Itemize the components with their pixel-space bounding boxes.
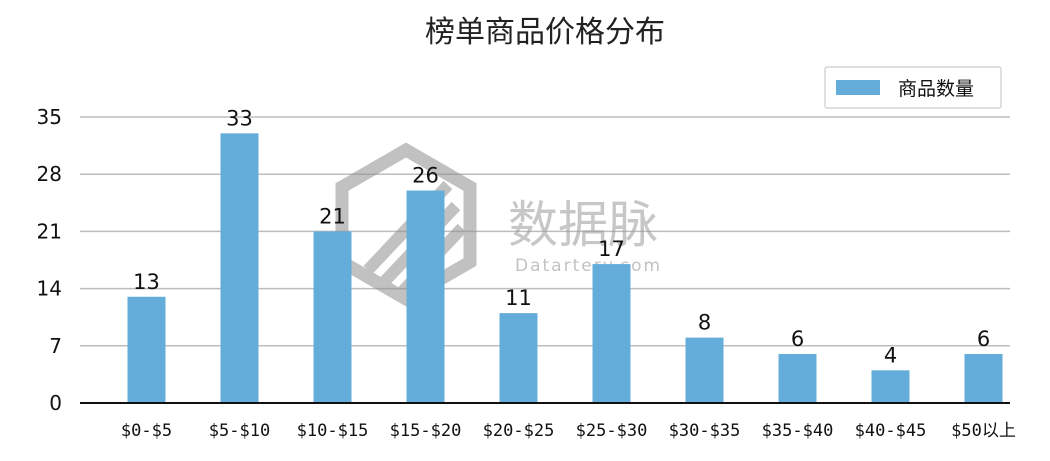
y-axis: 0 7 14 21 28 35 <box>37 105 62 415</box>
bar <box>220 133 259 404</box>
data-label: 26 <box>412 164 439 188</box>
bar <box>685 337 724 403</box>
data-label: 4 <box>884 343 897 367</box>
x-tick-label: $10-$15 <box>297 421 369 441</box>
bar <box>592 264 631 403</box>
data-labels: 13 33 21 26 11 17 8 6 4 6 <box>133 106 990 367</box>
x-tick-label: $25-$30 <box>576 421 648 441</box>
bar <box>127 296 166 403</box>
data-label: 33 <box>226 106 253 130</box>
data-label: 11 <box>505 286 532 310</box>
data-label: 8 <box>698 311 711 335</box>
x-tick-label: $0-$5 <box>121 421 172 441</box>
legend-box <box>824 66 1002 109</box>
y-tick-label: 14 <box>37 277 62 301</box>
bar <box>778 353 817 403</box>
y-tick-label: 7 <box>49 334 62 358</box>
data-label: 21 <box>319 204 346 228</box>
x-tick-label: $20-$25 <box>483 421 555 441</box>
y-tick-label: 21 <box>37 219 62 243</box>
x-tick-label: $50以上 <box>951 421 1016 441</box>
legend-swatch <box>836 80 880 95</box>
y-tick-label: 35 <box>37 105 62 129</box>
bar <box>871 370 910 403</box>
data-label: 6 <box>791 327 804 351</box>
data-label: 17 <box>598 237 625 261</box>
x-axis: $0-$5 $5-$10 $10-$15 $15-$20 $20-$25 $25-$30 $… <box>80 402 1016 441</box>
y-tick-label: 0 <box>49 391 62 415</box>
legend: 商品数量 <box>824 66 1002 109</box>
data-label: 13 <box>133 270 160 294</box>
x-tick-label: $35-$40 <box>762 421 834 441</box>
bar <box>499 313 538 403</box>
chart-title: 榜单商品价格分布 <box>425 15 665 50</box>
x-tick-label: $30-$35 <box>669 421 741 441</box>
legend-label: 商品数量 <box>898 78 974 100</box>
watermark-logo-icon <box>335 142 477 307</box>
bars <box>127 133 1003 404</box>
data-label: 6 <box>977 327 990 351</box>
x-tick-label: $5-$10 <box>209 421 270 441</box>
x-tick-label: $40-$45 <box>855 421 927 441</box>
x-tick-label: $15-$20 <box>390 421 462 441</box>
bar <box>964 353 1003 403</box>
bar <box>313 231 352 403</box>
watermark-brand: 数据脉 <box>508 196 658 254</box>
bar <box>406 190 445 403</box>
y-tick-label: 28 <box>37 162 62 186</box>
watermark-domain: Datartery.com <box>515 256 662 276</box>
